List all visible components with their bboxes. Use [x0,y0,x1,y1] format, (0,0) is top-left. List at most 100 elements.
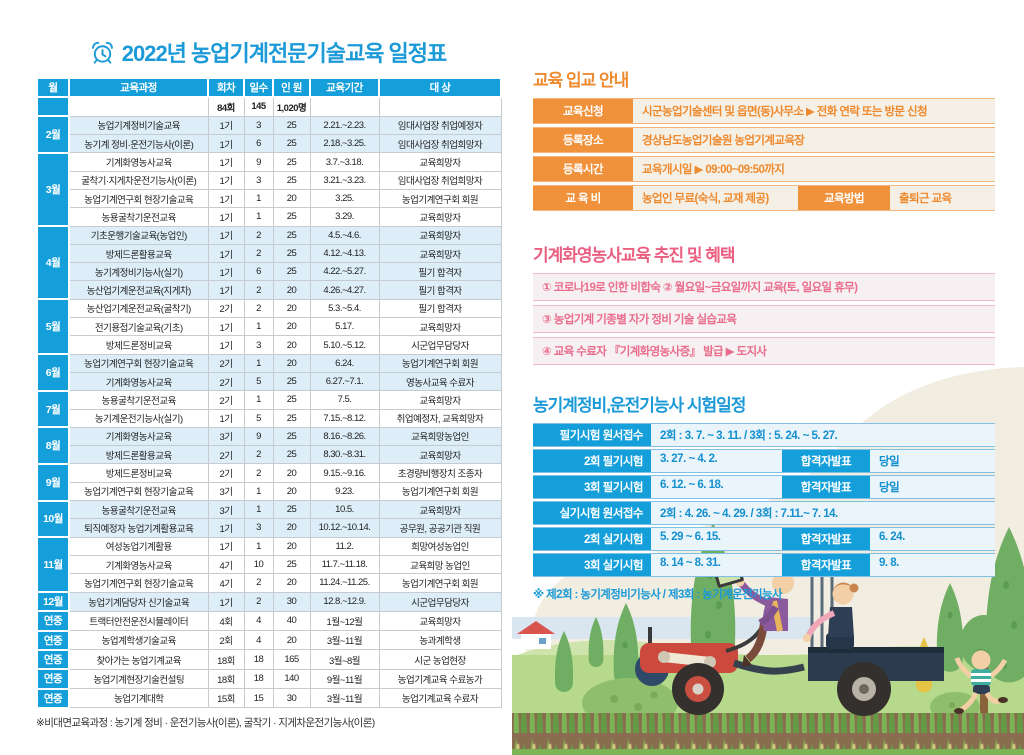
session-cell: 3기 [207,481,245,502]
period-cell: 3월~11월 [309,630,380,651]
period-cell: 8.30.~8.31. [309,445,380,465]
exam-label: 2회 실기시험 [533,528,651,550]
table-row: 농업기계연구회 현장기술교육 1기 1 20 3.25. 농업기계연구회 회원 [37,188,502,209]
month-cell: 8월 [36,426,70,465]
period-cell: 5.3.~5.4. [309,298,380,319]
days-cell: 2 [243,573,274,593]
people-cell: 25 [272,207,311,227]
month-cell: 6월 [36,353,70,392]
course-cell: 기계화영농사교육 [68,371,209,392]
target-cell: 시군업무담당자 [378,591,502,612]
session-cell: 1기 [207,518,245,538]
session-cell: 1기 [207,170,245,190]
period-cell: 10.5. [309,500,380,520]
days-cell: 1 [243,481,274,502]
summary-people: 1,020명 [272,96,311,117]
session-cell: 1기 [207,134,245,154]
exam-label: 필기시험 원서접수 [533,424,651,446]
table-row: 농기계운전기능사(실기) 1기 5 25 7.15.~8.12. 취업예정자, … [37,408,502,428]
days-cell: 4 [243,630,274,651]
info-table: 교육신청 시군농업기술센터 및 읍면(동)사무소 ▶ 전화 연락 또는 방문 신… [533,98,995,211]
table-row: 7월 농용굴착기운전교육 2기 1 25 7.5. 교육희망자 [36,389,502,429]
course-cell: 농업기계연구회 현장기술교육 [68,481,209,502]
exam-label: 실기시험 원서접수 [533,502,651,524]
info-row: 등록시간 교육개시일 ▶ 09:00~09:50까지 [533,156,995,182]
period-cell: 4.12.~4.13. [309,243,380,264]
people-cell: 40 [272,610,311,632]
period-cell: 5.17. [309,317,380,337]
month-cell: 연중 [36,687,70,709]
month-cell: 연중 [36,629,70,651]
exam-value: 5. 29 ~ 6. 15. [651,528,782,550]
target-cell: 필기 합격자 [378,280,502,300]
people-cell: 25 [272,152,311,172]
days-cell: 5 [243,408,274,428]
session-cell: 1기 [207,207,245,227]
benefit-item: ① 코로나19로 인한 비합숙 ② 월요일~금요일까지 교육(토, 일요일 휴무… [533,273,995,301]
target-cell: 농업기계교육 수료자 [378,687,502,709]
target-cell: 교육희망자 [378,243,502,264]
info-row: 교육신청 시군농업기술센터 및 읍면(동)사무소 ▶ 전화 연락 또는 방문 신… [533,98,995,124]
fee-value: 농업인 무료(숙식, 교재 제공) [633,186,798,210]
session-cell: 2기 [207,371,245,392]
col-month: 월 [36,77,70,98]
target-cell: 희망여성농업인 [378,536,502,556]
exam-row: 3회 실기시험 8. 14 ~ 8. 31. 합격자발표 9. 8. [533,553,995,577]
session-cell: 2기 [207,298,245,319]
course-cell: 퇴직예정자 농업기계활용교육 [68,518,209,538]
course-cell: 농업기계담당자 신기술교육 [68,591,209,612]
session-cell: 18회 [207,649,245,670]
session-cell: 1기 [207,536,245,556]
course-cell: 농산업기계운전교육(지게차) [68,280,209,300]
exam-footnote: ※ 제2회 : 농기계정비기능사 / 제3회 : 농기계운전기능사 [533,589,783,601]
exam-row: 3회 필기시험 6. 12. ~ 6. 18. 합격자발표 당일 [533,475,995,499]
exam-label: 3회 실기시험 [533,554,651,576]
table-row: 연중 찾아가는 농업기계교육 18회 18 165 3월~8월 시군 농업현장 [36,648,502,671]
people-cell: 20 [272,481,311,502]
summary-row: 84회 145 1,020명 [36,95,502,118]
session-cell: 4회 [207,610,245,632]
table-row: 2월 농업기계정비기술교육 1기 3 25 2.21.~2.23. 임대사업장 … [36,115,502,154]
exam-row: 필기시험 원서접수 2회 : 3. 7. ~ 3. 11. / 3회 : 5. … [533,423,995,447]
target-cell: 교육희망자 [378,225,502,245]
page-title: 2022년 농업기계전문기술교육 일정표 [36,36,500,68]
session-cell: 1기 [207,243,245,264]
col-period: 교육기간 [309,77,380,98]
days-cell: 1 [243,353,274,373]
month-cell: 5월 [36,298,70,356]
course-cell: 방제드론활용교육 [68,445,209,465]
schedule-table: 월 교육과정 회차 일수 인 원 교육기간 대 상 84회 145 1,020명 [36,77,502,709]
table-row: 농용굴착기운전교육 1기 1 25 3.29. 교육희망자 [37,207,502,227]
table-row: 방제드론정비교육 1기 3 20 5.10.~5.12. 시군업무담당자 [37,335,502,355]
days-cell: 1 [243,317,274,337]
days-cell: 2 [243,298,274,319]
table-row: 11월 여성농업기계활용 1기 1 20 11.2. 희망여성농업인 [36,536,502,594]
info-label: 교육신청 [533,99,633,123]
period-cell: 3.29. [309,207,380,227]
session-cell: 2기 [207,463,245,483]
table-row: 기계화영농사교육 2기 5 25 6.27.~7.1. 영농사교육 수료자 [37,371,502,392]
benefit-item: ④ 교육 수료자 『기계화영농사증』 발급 ▶ 도지사 [533,337,995,365]
table-row: 기계화영농사교육 4기 10 25 11.7.~11.18. 교육희망 농업인 [37,554,502,575]
people-cell: 140 [272,668,311,690]
people-cell: 25 [272,170,311,190]
exam-label: 2회 필기시험 [533,450,651,472]
table-row: 농기계정비기능사(실기) 1기 6 25 4.22.~5.27. 필기 합격자 [37,262,502,282]
pass-announce-value: 9. 8. [870,554,995,576]
passenger [803,582,859,649]
course-cell: 방제드론정비교육 [68,335,209,355]
pass-announce-value: 6. 24. [870,528,995,550]
period-cell: 4.22.~5.27. [309,262,380,282]
table-row: 농기계 정비·운전기능사(이론) 1기 6 25 2.18.~3.25. 임대사… [37,134,502,154]
month-cell: 10월 [36,499,70,539]
table-row: 농산업기계운전교육(지게차) 1기 2 20 4.26.~4.27. 필기 합격… [37,280,502,300]
period-cell: 6.24. [309,353,380,373]
period-cell: 11.2. [309,536,380,556]
session-cell: 4기 [207,573,245,593]
pass-announce-label: 합격자발표 [782,476,870,498]
table-row: 6월 농업기계연구회 현장기술교육 2기 1 20 6.24. 농업기계연구회 … [36,353,502,392]
col-session: 회차 [207,77,245,98]
days-cell: 1 [243,536,274,556]
target-cell: 시군 농업현장 [378,649,502,670]
session-cell: 2기 [207,390,245,410]
